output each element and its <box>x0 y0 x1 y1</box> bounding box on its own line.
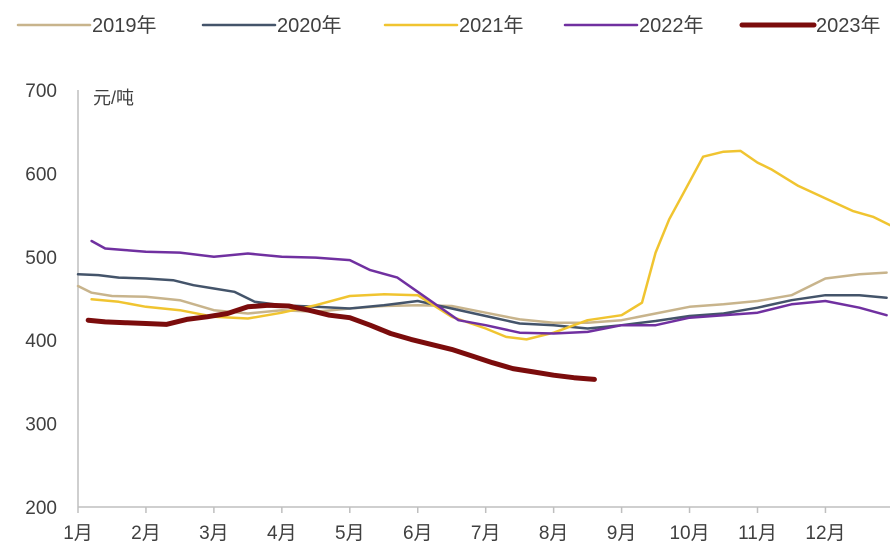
x-tick-label: 3月 <box>199 523 229 544</box>
legend-label: 2023年 <box>816 14 881 37</box>
x-tick-label: 9月 <box>607 523 637 544</box>
x-tick-label: 5月 <box>335 523 365 544</box>
x-tick-label: 12月 <box>805 523 845 544</box>
legend-label: 2019年 <box>92 14 157 37</box>
legend-label: 2022年 <box>639 14 704 37</box>
series-lines <box>76 149 890 382</box>
y-tick-label: 600 <box>25 164 57 185</box>
y-tick-label: 400 <box>25 331 57 352</box>
legend-label: 2020年 <box>277 14 342 37</box>
y-tick-label: 200 <box>25 498 57 519</box>
x-tick-label: 11月 <box>738 523 777 544</box>
legend-label: 2021年 <box>459 14 524 37</box>
y-tick-labels: 200 300 400 500 600 700 <box>25 81 57 519</box>
series-line-2023年 <box>85 302 597 382</box>
x-tick-label: 4月 <box>267 523 297 544</box>
y-axis-unit-label: 元/吨 <box>93 88 134 108</box>
series-line-2020年 <box>76 273 888 330</box>
y-tick-label: 300 <box>25 415 57 436</box>
x-tick-label: 10月 <box>669 523 709 544</box>
x-tick-label: 7月 <box>471 523 501 544</box>
series-line-2022年 <box>90 239 888 335</box>
x-tick-label: 6月 <box>403 523 433 544</box>
legend: 2019年 2020年 2021年 2022年 2023年 <box>16 14 881 37</box>
y-tick-label: 500 <box>25 248 57 269</box>
series-line-2019年 <box>76 271 888 324</box>
x-tick-label: 1月 <box>63 523 93 544</box>
x-tick-label: 2月 <box>131 523 161 544</box>
y-tick-label: 700 <box>25 81 57 102</box>
axes: 元/吨 <box>77 88 890 508</box>
x-tick-labels: 1月 2月 3月 4月 5月 6月 7月 8月 9月 10月 11月 12月 <box>63 507 846 544</box>
x-tick-label: 8月 <box>539 523 569 544</box>
series-line-2021年 <box>90 149 890 341</box>
